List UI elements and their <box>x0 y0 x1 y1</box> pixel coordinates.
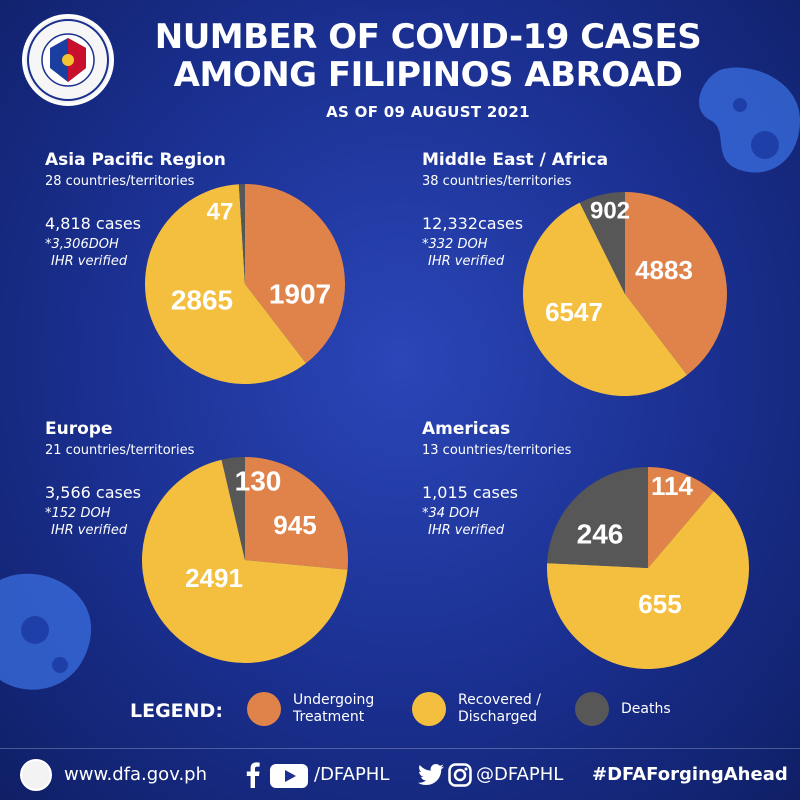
asia-pacific-label-deaths: 47 <box>207 198 234 225</box>
middle-east-africa-label-recovered: 6547 <box>545 297 603 327</box>
middle-east-africa-title: Middle East / Africa <box>422 150 609 170</box>
hashtag[interactable]: #DFAForgingAhead <box>592 764 788 785</box>
europe-label-undergoing: 945 <box>273 510 316 540</box>
legend-label-undergoing-2: Treatment <box>293 709 365 725</box>
asia-pacific-doh-verified: *3,306DOH IHR verified <box>45 236 127 270</box>
legend-swatch-recovered <box>412 692 446 726</box>
americas-country-count: 13 countries/territories <box>422 443 572 458</box>
americas-label-deaths: 246 <box>577 518 624 549</box>
footer-seal-icon <box>20 759 52 791</box>
asia-pacific-slice-recovered <box>144 184 306 384</box>
legend-title: LEGEND: <box>130 700 223 722</box>
asia-pacific-doh-count: *3,306DOH <box>45 237 119 252</box>
asia-pacific-title: Asia Pacific Region <box>45 150 226 170</box>
twitter-icon[interactable] <box>418 764 444 786</box>
americas-slice-undergoing <box>648 467 714 568</box>
legend-label-recovered-2: Discharged <box>458 709 538 725</box>
legend-item-deaths: Deaths <box>575 692 671 726</box>
virus-decoration-top-right-icon <box>699 67 800 173</box>
as-of-date: AS OF 09 AUGUST 2021 <box>326 103 530 121</box>
americas-doh-label: IHR verified <box>428 523 505 538</box>
asia-pacific-doh-label: IHR verified <box>51 254 128 269</box>
europe-label-deaths: 130 <box>235 465 282 496</box>
legend-item-undergoing: Undergoing Treatment <box>247 692 374 726</box>
title-line-1: NUMBER OF COVID-19 CASES <box>154 17 702 57</box>
asia-pacific-country-count: 28 countries/territories <box>45 174 195 189</box>
legend-label-recovered-1: Recovered / <box>458 692 541 708</box>
americas-cases: 1,015 cases <box>422 483 519 502</box>
americas-slice-deaths <box>547 467 648 568</box>
legend-label-deaths: Deaths <box>621 700 671 717</box>
legend: LEGEND: Undergoing Treatment Recovered /… <box>0 686 800 736</box>
europe-slice-recovered <box>142 459 348 664</box>
virus-decoration-bottom-left-icon <box>0 573 92 690</box>
handle-at-dfaphl[interactable]: @DFAPHL <box>476 764 564 785</box>
europe-title: Europe <box>45 419 113 439</box>
americas-label-undergoing: 114 <box>651 471 693 501</box>
legend-item-recovered: Recovered / Discharged <box>412 692 541 726</box>
americas-label-recovered: 655 <box>638 589 681 619</box>
europe-doh-label: IHR verified <box>51 523 128 538</box>
title-line-2: AMONG FILIPINOS ABROAD <box>173 55 683 95</box>
middle-east-africa-doh-verified: *332 DOH IHR verified <box>422 236 504 270</box>
middle-east-africa-label-deaths: 902 <box>590 197 630 224</box>
europe-slice-undergoing <box>245 457 348 570</box>
europe-cases: 3,566 cases <box>45 483 142 502</box>
handle-dfaphl[interactable]: /DFAPHL <box>314 764 390 785</box>
asia-pacific-label-recovered: 2865 <box>171 284 233 315</box>
europe-label-recovered: 2491 <box>185 563 243 593</box>
asia-pacific-slice-deaths <box>238 184 245 284</box>
americas-doh-count: *34 DOH <box>422 506 480 521</box>
europe-country-count: 21 countries/territories <box>45 443 195 458</box>
legend-swatch-deaths <box>575 692 609 726</box>
asia-pacific-label-undergoing: 1907 <box>269 278 331 309</box>
middle-east-africa-slice-undergoing <box>625 192 727 375</box>
middle-east-africa-slice-deaths <box>579 192 625 294</box>
europe-doh-count: *152 DOH <box>45 506 111 521</box>
americas-slice-recovered <box>546 491 749 669</box>
legend-swatch-undergoing <box>247 692 281 726</box>
page-title: NUMBER OF COVID-19 CASES AMONG FILIPINOS… <box>128 18 728 94</box>
middle-east-africa-country-count: 38 countries/territories <box>422 174 572 189</box>
middle-east-africa-doh-label: IHR verified <box>428 254 505 269</box>
middle-east-africa-cases: 12,332cases <box>422 214 524 233</box>
americas-title: Americas <box>422 419 511 439</box>
instagram-icon[interactable] <box>448 763 472 787</box>
dfa-seal-icon <box>22 14 114 106</box>
header: NUMBER OF COVID-19 CASES AMONG FILIPINOS… <box>0 0 800 130</box>
middle-east-africa-doh-count: *332 DOH <box>422 237 488 252</box>
youtube-icon[interactable] <box>270 764 308 788</box>
europe-doh-verified: *152 DOH IHR verified <box>45 505 127 539</box>
legend-label-undergoing-1: Undergoing <box>293 692 375 708</box>
footer: www.dfa.gov.ph /DFAPHL @DFAPHL #DFAForgi… <box>0 748 800 800</box>
website-link[interactable]: www.dfa.gov.ph <box>64 764 207 785</box>
asia-pacific-slice-undergoing <box>245 184 345 364</box>
middle-east-africa-label-undergoing: 4883 <box>635 255 693 285</box>
middle-east-africa-slice-recovered <box>523 202 688 396</box>
asia-pacific-cases: 4,818 cases <box>45 214 142 233</box>
facebook-icon[interactable] <box>246 762 260 788</box>
europe-slice-deaths <box>221 457 245 560</box>
americas-doh-verified: *34 DOH IHR verified <box>422 505 504 539</box>
